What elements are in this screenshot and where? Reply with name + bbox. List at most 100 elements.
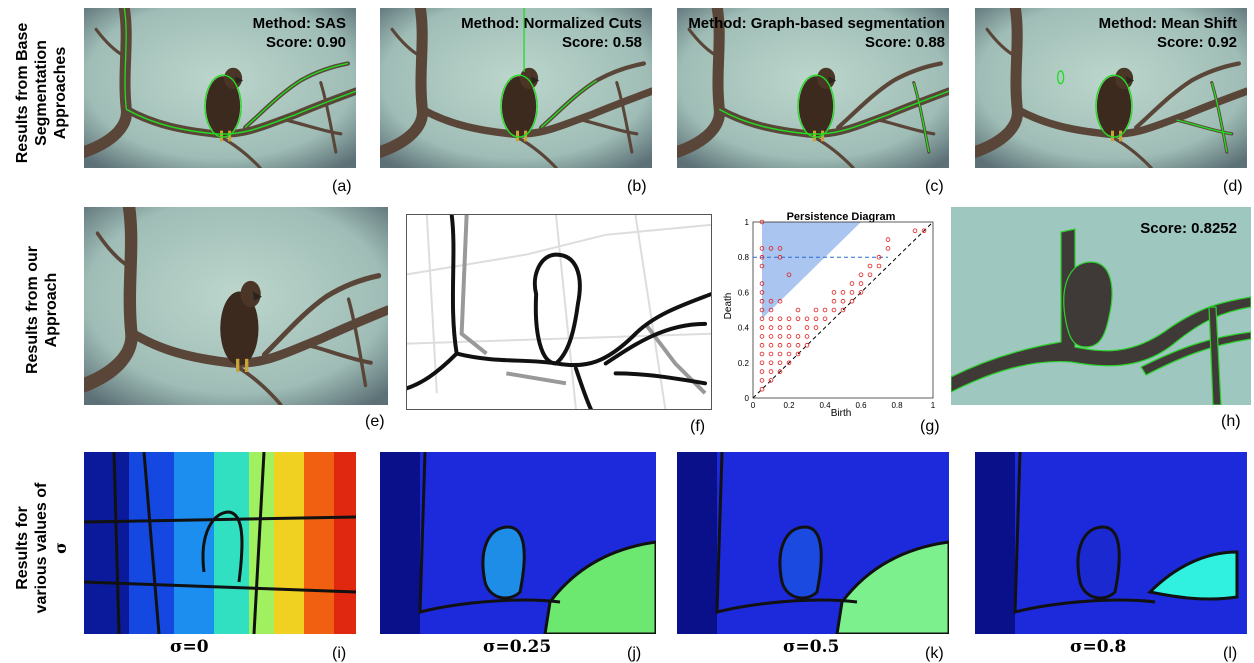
method-label-a: Method: SAS Score: 0.90 <box>253 14 346 52</box>
data-point <box>786 342 792 348</box>
score-d: Score: 0.92 <box>1156 34 1237 51</box>
data-point <box>822 316 828 322</box>
caption-h: (h) <box>1221 413 1241 430</box>
data-point <box>759 386 765 392</box>
data-point <box>813 325 819 330</box>
row-label-base-line2: Segmentation <box>33 40 50 146</box>
data-point <box>768 334 774 339</box>
caption-b: (b) <box>627 178 647 195</box>
data-point <box>759 378 765 383</box>
row-label-base: Results from Base Segmentation Approache… <box>13 8 73 178</box>
data-point <box>759 307 765 313</box>
segmentation-sigma-0-5 <box>677 452 949 634</box>
data-point <box>804 325 810 330</box>
caption-j: (j) <box>627 645 642 662</box>
method-label-c: Method: Graph-based segmentation Score: 0… <box>688 14 945 52</box>
data-point <box>840 290 846 295</box>
data-point <box>858 290 864 295</box>
data-point <box>759 246 765 251</box>
data-point <box>777 298 783 304</box>
data-point <box>786 325 792 330</box>
data-point <box>849 298 855 304</box>
data-point <box>885 246 891 251</box>
data-point <box>777 254 783 260</box>
data-point <box>768 360 774 366</box>
data-point <box>768 325 774 330</box>
data-point <box>849 290 855 295</box>
panel-k <box>677 452 949 634</box>
persistence-diagram: Persistence Diagram Birth Death 0 0.2 0.4 0… <box>723 211 936 418</box>
data-point <box>759 342 765 348</box>
caption-a: (a) <box>332 178 352 195</box>
data-point <box>777 246 783 251</box>
sigma-label-j: σ=0.25 <box>483 637 552 657</box>
data-point <box>759 219 765 225</box>
method-name-c: Method: Graph-based segmentation <box>688 15 945 32</box>
data-point <box>795 351 801 357</box>
panel-b: Method: Normalized Cuts Score: 0.58 <box>380 8 652 168</box>
caption-l: (l) <box>1223 645 1238 662</box>
score-h: Score: 0.8252 <box>1140 220 1237 237</box>
data-point <box>831 307 837 313</box>
y-tick-label: 0.4 <box>738 324 750 333</box>
panel-l <box>975 452 1247 634</box>
segmentation-sigma-0-8 <box>975 452 1247 634</box>
method-name-a: Method: SAS <box>252 15 346 32</box>
data-point <box>795 334 801 339</box>
bird-image-c <box>677 8 949 168</box>
bird-image-b <box>380 8 652 168</box>
data-point <box>804 342 810 348</box>
row-label-sigma-line1: Results for <box>14 506 31 590</box>
data-point <box>759 351 765 357</box>
data-point <box>759 281 765 286</box>
row-label-sigma-line2: various values of <box>33 482 50 614</box>
row-label-base-line1: Results from Base <box>14 22 31 164</box>
segmentation-sigma-0-25 <box>380 452 656 634</box>
x-tick-label: 0 <box>751 401 756 410</box>
row-label-ours-line1: Results from our <box>24 246 41 375</box>
panel-e <box>84 207 388 405</box>
data-point <box>840 307 846 313</box>
data-point <box>786 272 792 278</box>
data-point <box>759 325 765 330</box>
data-point <box>768 316 774 322</box>
row-label-ours: Results from our Approach <box>23 235 63 385</box>
score-a: Score: 0.90 <box>265 34 346 51</box>
data-point <box>768 351 774 357</box>
data-point <box>795 307 801 313</box>
data-point <box>867 272 873 278</box>
data-point <box>759 316 765 322</box>
data-point <box>858 281 864 286</box>
row-label-sigma-line3: σ <box>51 542 70 554</box>
bird-image-e <box>84 207 388 405</box>
data-point <box>786 334 792 339</box>
data-point <box>840 298 846 304</box>
data-point <box>759 369 765 374</box>
data-point <box>831 298 837 304</box>
y-tick-label: 0.8 <box>738 253 750 262</box>
data-point <box>921 228 927 234</box>
panel-g: Persistence Diagram Birth Death 0 0.2 0.4 0… <box>723 206 941 418</box>
panel-f <box>406 214 712 410</box>
data-point <box>768 369 774 374</box>
data-point <box>867 263 873 269</box>
segmentation-sigma-0 <box>84 452 356 634</box>
sigma-label-k: σ=0.5 <box>783 637 840 657</box>
data-point <box>813 307 819 313</box>
panel-h: Score: 0.8252 <box>951 207 1251 405</box>
data-point <box>822 307 828 313</box>
persistence-region <box>762 222 861 319</box>
caption-d: (d) <box>1223 178 1243 195</box>
method-name-d: Method: Mean Shift <box>1098 15 1237 32</box>
segmentation-h <box>951 207 1251 405</box>
caption-k: (k) <box>925 645 944 662</box>
data-point <box>849 281 855 286</box>
y-tick-label: 0 <box>745 394 750 403</box>
x-axis-label: Birth <box>831 408 852 418</box>
caption-f: (f) <box>690 418 706 435</box>
data-point <box>768 342 774 348</box>
method-label-b: Method: Normalized Cuts Score: 0.58 <box>461 14 642 52</box>
x-tick-label: 0.8 <box>891 401 903 410</box>
data-point <box>768 246 774 251</box>
boundary-map-f <box>407 215 711 409</box>
